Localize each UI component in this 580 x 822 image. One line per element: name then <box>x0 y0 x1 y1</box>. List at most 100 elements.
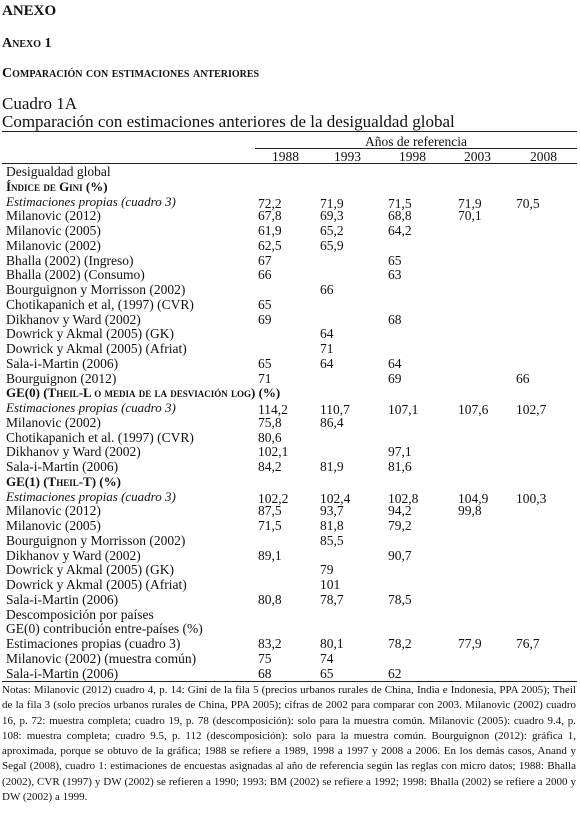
cell: 93,7 <box>320 503 344 519</box>
cell: 89,1 <box>258 547 282 563</box>
row-label: Dikhanov y Ward (2002) <box>6 547 141 563</box>
row-label: Estimaciones propias (cuadro 3) <box>6 400 176 415</box>
cell: 85,5 <box>320 532 344 548</box>
row-label: Dowrick y Akmal (2005) (GK) <box>6 326 174 342</box>
row-label: Dowrick y Akmal (2005) (GK) <box>6 562 174 578</box>
table-title: Comparación con estimaciones anteriores … <box>2 112 455 131</box>
column-header: 2003 <box>464 149 491 164</box>
cell: 62 <box>388 665 402 681</box>
cell: 63 <box>388 267 402 283</box>
cell: 78,7 <box>320 591 344 607</box>
row-label: Milanovic (2005) <box>6 518 101 533</box>
cell: 68,8 <box>388 208 412 224</box>
cell: 71 <box>320 341 334 356</box>
cell: 69 <box>258 311 272 327</box>
row-label: Dowrick y Akmal (2005) (Afriat) <box>6 341 187 356</box>
column-header: 1998 <box>399 149 426 164</box>
section-title: Comparación con estimaciones anteriores <box>2 66 260 81</box>
row-label: Índice de Gini (%) <box>6 178 108 194</box>
cell: 114,2 <box>258 402 288 417</box>
row-label: GE(1) (Theil-T) (%) <box>6 473 121 489</box>
cell: 81,9 <box>320 459 344 474</box>
row-label: Milanovic (2012) <box>6 208 101 224</box>
cell: 70,5 <box>516 195 540 211</box>
cell: 102,2 <box>258 490 289 506</box>
cell: 83,2 <box>258 636 282 651</box>
cell: 61,9 <box>258 223 282 238</box>
cell: 80,1 <box>320 636 344 651</box>
bottom-rule <box>2 681 577 682</box>
row-label: Dikhanov y Ward (2002) <box>6 444 141 460</box>
cell: 71 <box>258 370 272 386</box>
row-label: Estimaciones propias (cuadro 3) <box>6 488 176 504</box>
cell: 67,8 <box>258 208 282 224</box>
cell: 78,2 <box>388 636 412 651</box>
cell: 110,7 <box>320 402 350 417</box>
row-label: Milanovic (2005) <box>6 223 101 238</box>
table-number: Cuadro 1A <box>2 94 78 113</box>
cell: 75 <box>258 650 272 666</box>
cell: 78,5 <box>388 591 412 607</box>
cell: 68 <box>258 665 272 681</box>
row-label: Sala-i-Martin (2006) <box>6 665 119 681</box>
cell: 65 <box>388 252 402 268</box>
row-label: Chotikapanich et al, (1997) (CVR) <box>6 296 194 312</box>
cell: 64 <box>320 326 334 342</box>
header-rule <box>2 163 577 164</box>
cell: 66 <box>320 282 334 297</box>
cell: 100,3 <box>516 490 547 506</box>
cell: 71,5 <box>388 195 412 211</box>
row-label: Bhalla (2002) (Consumo) <box>6 267 145 283</box>
cell: 84,2 <box>258 459 282 474</box>
cell: 65 <box>258 355 272 371</box>
cell: 81,6 <box>388 459 412 474</box>
cell: 68 <box>388 311 402 327</box>
row-label: Descomposición por países <box>6 606 154 622</box>
cell: 99,8 <box>458 503 482 519</box>
cell: 65 <box>258 296 272 312</box>
column-header: 2008 <box>530 149 557 164</box>
row-label: Dowrick y Akmal (2005) (Afriat) <box>6 577 187 592</box>
row-label: Milanovic (2002) <box>6 414 101 430</box>
cell: 71,5 <box>258 518 282 533</box>
row-label: Bourguignon y Morrisson (2002) <box>6 282 186 297</box>
cell: 90,7 <box>388 547 412 563</box>
cell: 64 <box>320 355 334 371</box>
cell: 76,7 <box>516 636 540 651</box>
row-label: Milanovic (2012) <box>6 503 101 519</box>
cell: 94,2 <box>388 503 412 519</box>
cell: 64 <box>388 355 402 371</box>
cell: 66 <box>258 267 272 283</box>
cell: 64,2 <box>388 223 412 238</box>
group-header: Años de referencia <box>365 134 467 149</box>
cell: 72,2 <box>258 195 282 211</box>
cell: 77,9 <box>458 636 482 651</box>
cell: 107,6 <box>458 402 489 417</box>
cell: 102,7 <box>516 402 547 417</box>
cell: 97,1 <box>388 444 412 460</box>
cell: 86,4 <box>320 414 344 430</box>
cell: 80,8 <box>258 591 282 607</box>
row-label: Bhalla (2002) (Ingreso) <box>6 252 134 268</box>
row-label: Sala-i-Martin (2006) <box>6 459 119 474</box>
cell: 107,1 <box>388 402 419 417</box>
cell: 80,6 <box>258 429 282 445</box>
row-label: Estimaciones propias (cuadro 3) <box>6 636 181 651</box>
cell: 65,2 <box>320 223 344 238</box>
row-label: GE(0) contribución entre-países (%) <box>6 621 203 637</box>
cell: 66 <box>516 370 530 386</box>
group-rule <box>255 148 577 149</box>
row-label: Sala-i-Martin (2006) <box>6 591 119 607</box>
row-label: Bourguignon (2012) <box>6 370 117 386</box>
cell: 65 <box>320 665 334 681</box>
cell: 69 <box>388 370 402 386</box>
row-label: Sala-i-Martin (2006) <box>6 355 119 371</box>
row-label: Milanovic (2002) <box>6 237 101 253</box>
cell: 65,9 <box>320 237 344 253</box>
annex-subtitle: Anexo 1 <box>2 36 52 51</box>
cell: 87,5 <box>258 503 282 519</box>
column-header: 1993 <box>334 149 361 164</box>
cell: 79,2 <box>388 518 412 533</box>
cell: 62,5 <box>258 237 282 253</box>
cell: 102,8 <box>388 490 419 506</box>
